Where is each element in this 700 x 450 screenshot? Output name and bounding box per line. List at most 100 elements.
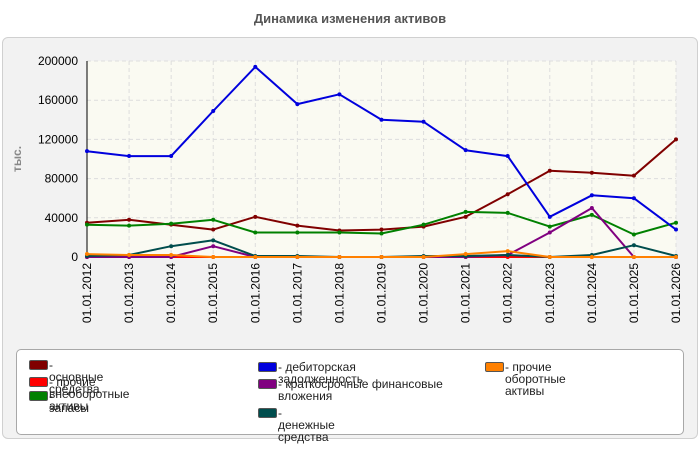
x-tick-label: 01.01.2022 <box>501 263 515 323</box>
data-point-6 <box>169 253 174 258</box>
legend-swatch-receivables <box>258 362 277 372</box>
data-point-3 <box>85 149 89 154</box>
data-point-3 <box>674 227 678 232</box>
legend-swatch-other-current <box>485 362 504 372</box>
data-point-5 <box>169 244 174 249</box>
data-point-3 <box>253 64 258 69</box>
data-point-3 <box>463 148 468 153</box>
data-point-3 <box>589 193 594 198</box>
data-point-6 <box>589 255 594 259</box>
data-point-4 <box>589 206 594 210</box>
x-tick-label: 01.01.2014 <box>164 263 178 323</box>
data-point-2 <box>421 222 426 227</box>
y-tick-label: 120000 <box>38 132 78 146</box>
data-point-2 <box>169 221 174 226</box>
y-tick-label: 40000 <box>45 211 79 225</box>
data-point-0 <box>463 214 468 219</box>
data-point-2 <box>547 224 552 229</box>
data-point-5 <box>505 253 510 258</box>
legend-swatch-inventory <box>29 391 48 401</box>
x-tick-label: 01.01.2021 <box>459 263 473 323</box>
data-point-0 <box>211 227 216 232</box>
data-point-0 <box>505 192 510 197</box>
data-point-3 <box>295 102 300 107</box>
data-point-0 <box>379 227 384 232</box>
x-tick-label: 01.01.2015 <box>206 263 220 323</box>
data-point-2 <box>589 212 594 217</box>
data-point-0 <box>253 214 258 219</box>
data-point-6 <box>674 255 678 259</box>
data-point-6 <box>337 255 342 259</box>
data-point-2 <box>674 220 678 225</box>
y-tick-label: 160000 <box>38 93 78 107</box>
x-tick-label: 01.01.2023 <box>543 263 557 323</box>
x-tick-label: 01.01.2019 <box>375 263 389 323</box>
y-tick-label: 80000 <box>45 172 79 186</box>
data-point-6 <box>85 252 89 257</box>
data-point-2 <box>253 230 258 235</box>
data-point-3 <box>127 154 132 159</box>
data-point-0 <box>295 223 300 228</box>
data-point-2 <box>85 222 89 227</box>
data-point-3 <box>337 92 342 97</box>
legend-swatch-cash <box>258 408 277 418</box>
data-point-6 <box>505 249 510 254</box>
chart-title: Динамика изменения активов <box>253 11 447 26</box>
data-point-0 <box>589 170 594 175</box>
y-axis-label: тыс. <box>10 146 24 172</box>
legend-swatch-fixed-assets <box>29 360 48 370</box>
data-point-3 <box>169 154 174 159</box>
x-tick-label: 01.01.2016 <box>248 263 262 323</box>
x-tick-label: 01.01.2012 <box>80 263 94 323</box>
data-point-6 <box>421 255 426 259</box>
data-point-2 <box>463 209 468 214</box>
data-point-2 <box>505 210 510 215</box>
x-tick-label: 01.01.2025 <box>627 263 641 323</box>
data-point-4 <box>547 230 552 235</box>
data-point-6 <box>547 255 552 259</box>
data-point-2 <box>127 223 132 228</box>
data-point-3 <box>547 214 552 219</box>
x-tick-label: 01.01.2024 <box>585 263 599 323</box>
data-point-4 <box>211 244 216 249</box>
chart-legend: - основные средства - прочие внеоборотны… <box>16 349 684 443</box>
data-point-0 <box>547 168 552 173</box>
legend-label-inventory: - запасы <box>49 389 89 415</box>
y-tick-label: 200000 <box>38 54 78 68</box>
x-tick-label: 01.01.2013 <box>122 263 136 323</box>
data-point-0 <box>631 173 636 178</box>
legend-label-cash: - денежные средства <box>278 406 335 444</box>
x-tick-label: 01.01.2017 <box>290 263 304 323</box>
data-point-0 <box>674 137 678 142</box>
data-point-2 <box>631 232 636 237</box>
data-point-3 <box>211 108 216 113</box>
data-point-6 <box>295 255 300 259</box>
data-point-2 <box>211 217 216 222</box>
data-point-0 <box>127 217 132 222</box>
data-point-2 <box>295 230 300 235</box>
data-point-5 <box>211 238 216 243</box>
data-point-3 <box>421 119 426 124</box>
legend-label-other-noncurrent: - прочие внеоборотные активы <box>49 375 130 413</box>
x-tick-label: 01.01.2018 <box>332 263 346 323</box>
data-point-6 <box>127 253 132 258</box>
legend-label-other-current: - прочие оборотные активы <box>505 360 566 398</box>
legend-swatch-short-term-investments <box>258 379 277 389</box>
data-point-3 <box>379 117 384 122</box>
data-point-6 <box>253 255 258 259</box>
data-point-6 <box>631 255 636 259</box>
legend-label-short-term-investments: - краткосрочные финансовые вложения <box>278 377 443 403</box>
data-point-3 <box>505 154 510 159</box>
data-point-2 <box>379 231 384 236</box>
data-point-5 <box>631 243 636 248</box>
data-point-6 <box>379 255 384 259</box>
x-tick-label: 01.01.2020 <box>417 263 431 323</box>
data-point-6 <box>463 252 468 257</box>
x-tick-label: 01.01.2026 <box>669 263 683 323</box>
legend-label-fixed-assets: - основные средства <box>49 358 104 396</box>
data-point-3 <box>631 196 636 201</box>
data-point-2 <box>337 230 342 235</box>
data-point-6 <box>211 255 216 259</box>
line-chart: 0 40000 80000 120000 160000 200000 01.01.2012 0… <box>10 54 683 323</box>
legend-swatch-other-noncurrent <box>29 377 48 387</box>
